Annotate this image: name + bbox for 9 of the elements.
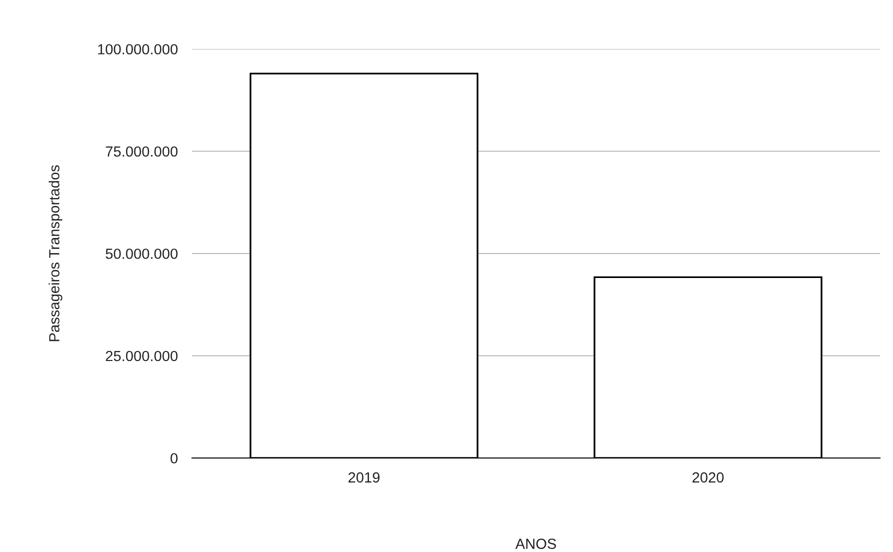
x-axis-title: ANOS bbox=[515, 538, 556, 549]
y-axis-title: Passageiros Transportados bbox=[48, 165, 62, 342]
y-tick-label: 75.000.000 bbox=[106, 146, 178, 157]
y-tick-label: 50.000.000 bbox=[106, 248, 178, 259]
y-tick-label: 0 bbox=[170, 453, 178, 464]
x-tick-label: 2020 bbox=[692, 472, 724, 483]
y-tick-label: 100.000.000 bbox=[98, 44, 178, 54]
y-tick-label: 25.000.000 bbox=[106, 350, 178, 362]
x-tick-label: 2019 bbox=[348, 472, 380, 483]
